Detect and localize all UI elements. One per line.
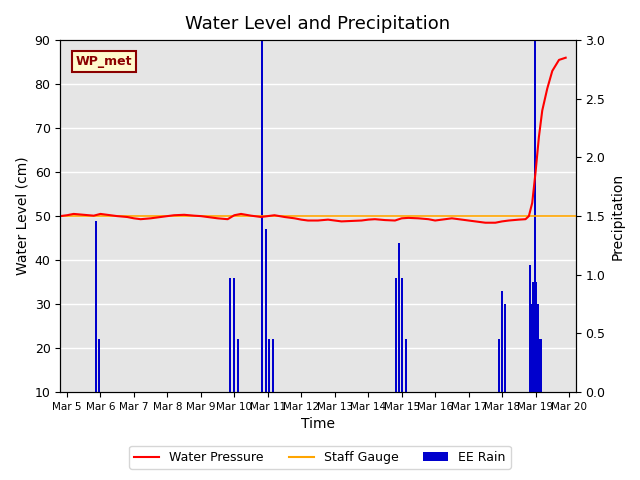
Bar [532, 282, 534, 392]
Bar [534, 23, 536, 392]
Bar [98, 339, 100, 392]
Water Pressure [56, 213, 64, 219]
Water Pressure [224, 216, 232, 222]
Bar [401, 278, 403, 392]
Bar [234, 278, 236, 392]
Bar [535, 282, 537, 392]
Water Pressure [291, 216, 298, 221]
Title: Water Level and Precipitation: Water Level and Precipitation [186, 15, 451, 33]
Bar [540, 339, 542, 392]
Water Pressure [190, 213, 198, 218]
Water Pressure [97, 211, 104, 217]
Bar [265, 229, 267, 392]
Bar [529, 264, 531, 392]
Bar [237, 339, 239, 392]
Water Pressure [538, 108, 546, 113]
Bar [499, 339, 500, 392]
Bar [95, 220, 97, 392]
Bar [501, 291, 503, 392]
Bar [229, 278, 231, 392]
Bar [395, 278, 397, 392]
Bar [537, 304, 539, 392]
Y-axis label: Precipitation: Precipitation [611, 172, 625, 260]
Bar [398, 242, 400, 392]
Text: WP_met: WP_met [76, 55, 132, 68]
Bar [539, 339, 541, 392]
X-axis label: Time: Time [301, 418, 335, 432]
Y-axis label: Water Level (cm): Water Level (cm) [15, 157, 29, 276]
Bar [531, 304, 532, 392]
Line: Water Pressure: Water Pressure [60, 58, 566, 223]
Bar [260, 9, 263, 392]
Bar [268, 339, 271, 392]
Bar [404, 339, 406, 392]
Legend: Water Pressure, Staff Gauge, EE Rain: Water Pressure, Staff Gauge, EE Rain [129, 446, 511, 469]
Water Pressure [492, 220, 499, 226]
Water Pressure [481, 220, 489, 226]
Bar [272, 339, 274, 392]
Water Pressure [562, 55, 570, 60]
Bar [504, 304, 506, 392]
